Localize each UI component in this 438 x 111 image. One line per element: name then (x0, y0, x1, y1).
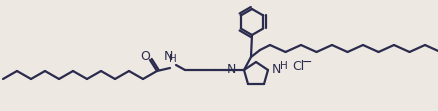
Text: N: N (226, 62, 236, 75)
Text: N: N (272, 62, 281, 75)
Text: O: O (140, 50, 150, 62)
Text: H: H (169, 54, 177, 64)
Text: N: N (163, 50, 173, 62)
Text: −: − (302, 56, 312, 68)
Text: Cl: Cl (292, 59, 304, 72)
Text: H: H (280, 61, 288, 71)
